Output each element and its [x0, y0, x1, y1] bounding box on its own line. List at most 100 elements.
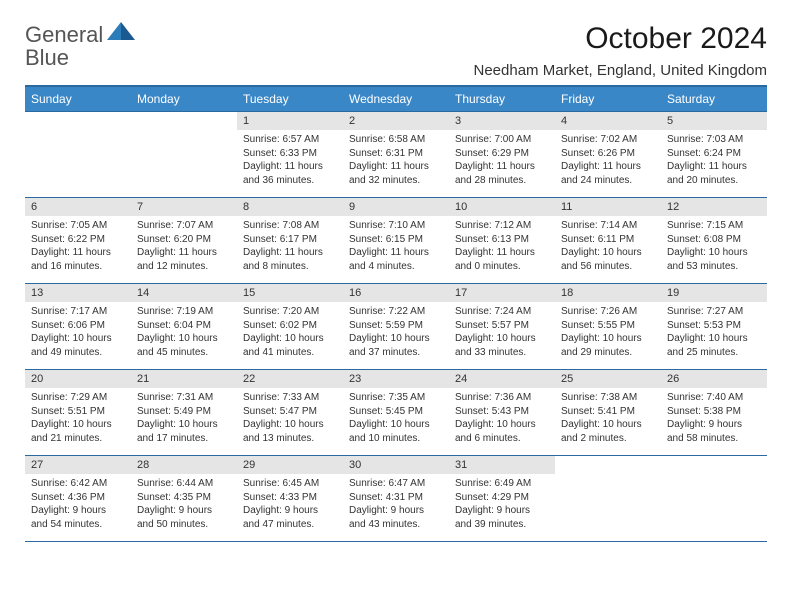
day-number: 30 — [343, 456, 449, 474]
day-number: 6 — [25, 198, 131, 216]
day-details: Sunrise: 7:22 AMSunset: 5:59 PMDaylight:… — [343, 302, 449, 359]
day-details: Sunrise: 7:40 AMSunset: 5:38 PMDaylight:… — [661, 388, 767, 445]
calendar-cell — [25, 112, 131, 198]
day-header: Friday — [555, 86, 661, 112]
calendar-cell: 13Sunrise: 7:17 AMSunset: 6:06 PMDayligh… — [25, 284, 131, 370]
day-header: Thursday — [449, 86, 555, 112]
day-details: Sunrise: 7:12 AMSunset: 6:13 PMDaylight:… — [449, 216, 555, 273]
day-details: Sunrise: 6:45 AMSunset: 4:33 PMDaylight:… — [237, 474, 343, 531]
logo-word2: Blue — [25, 45, 69, 70]
day-number: 1 — [237, 112, 343, 130]
day-number: 16 — [343, 284, 449, 302]
location-subtitle: Needham Market, England, United Kingdom — [474, 62, 768, 79]
day-number: 13 — [25, 284, 131, 302]
page-title: October 2024 — [474, 22, 768, 56]
day-header: Tuesday — [237, 86, 343, 112]
day-details: Sunrise: 6:44 AMSunset: 4:35 PMDaylight:… — [131, 474, 237, 531]
calendar-cell: 1Sunrise: 6:57 AMSunset: 6:33 PMDaylight… — [237, 112, 343, 198]
calendar-cell: 3Sunrise: 7:00 AMSunset: 6:29 PMDaylight… — [449, 112, 555, 198]
day-number: 5 — [661, 112, 767, 130]
day-number: 19 — [661, 284, 767, 302]
calendar-cell: 11Sunrise: 7:14 AMSunset: 6:11 PMDayligh… — [555, 198, 661, 284]
day-number: 23 — [343, 370, 449, 388]
day-details: Sunrise: 7:26 AMSunset: 5:55 PMDaylight:… — [555, 302, 661, 359]
day-details: Sunrise: 7:38 AMSunset: 5:41 PMDaylight:… — [555, 388, 661, 445]
day-details: Sunrise: 7:20 AMSunset: 6:02 PMDaylight:… — [237, 302, 343, 359]
day-details: Sunrise: 6:42 AMSunset: 4:36 PMDaylight:… — [25, 474, 131, 531]
calendar-cell: 26Sunrise: 7:40 AMSunset: 5:38 PMDayligh… — [661, 370, 767, 456]
day-number: 12 — [661, 198, 767, 216]
calendar-cell: 16Sunrise: 7:22 AMSunset: 5:59 PMDayligh… — [343, 284, 449, 370]
day-number: 26 — [661, 370, 767, 388]
day-number: 24 — [449, 370, 555, 388]
calendar-cell — [661, 456, 767, 542]
title-block: October 2024 Needham Market, England, Un… — [474, 22, 768, 79]
calendar-week: 27Sunrise: 6:42 AMSunset: 4:36 PMDayligh… — [25, 456, 767, 542]
calendar-table: SundayMondayTuesdayWednesdayThursdayFrid… — [25, 85, 767, 542]
day-details: Sunrise: 7:14 AMSunset: 6:11 PMDaylight:… — [555, 216, 661, 273]
day-number: 4 — [555, 112, 661, 130]
day-details: Sunrise: 7:10 AMSunset: 6:15 PMDaylight:… — [343, 216, 449, 273]
day-details: Sunrise: 7:27 AMSunset: 5:53 PMDaylight:… — [661, 302, 767, 359]
calendar-cell: 20Sunrise: 7:29 AMSunset: 5:51 PMDayligh… — [25, 370, 131, 456]
calendar-cell: 15Sunrise: 7:20 AMSunset: 6:02 PMDayligh… — [237, 284, 343, 370]
calendar-cell: 7Sunrise: 7:07 AMSunset: 6:20 PMDaylight… — [131, 198, 237, 284]
day-details: Sunrise: 7:35 AMSunset: 5:45 PMDaylight:… — [343, 388, 449, 445]
day-details: Sunrise: 7:36 AMSunset: 5:43 PMDaylight:… — [449, 388, 555, 445]
day-details: Sunrise: 7:07 AMSunset: 6:20 PMDaylight:… — [131, 216, 237, 273]
calendar-cell: 18Sunrise: 7:26 AMSunset: 5:55 PMDayligh… — [555, 284, 661, 370]
calendar-body: 1Sunrise: 6:57 AMSunset: 6:33 PMDaylight… — [25, 112, 767, 542]
calendar-cell: 19Sunrise: 7:27 AMSunset: 5:53 PMDayligh… — [661, 284, 767, 370]
day-header: Wednesday — [343, 86, 449, 112]
calendar-cell: 27Sunrise: 6:42 AMSunset: 4:36 PMDayligh… — [25, 456, 131, 542]
calendar-cell: 30Sunrise: 6:47 AMSunset: 4:31 PMDayligh… — [343, 456, 449, 542]
calendar-cell: 8Sunrise: 7:08 AMSunset: 6:17 PMDaylight… — [237, 198, 343, 284]
calendar-cell: 9Sunrise: 7:10 AMSunset: 6:15 PMDaylight… — [343, 198, 449, 284]
day-number: 15 — [237, 284, 343, 302]
day-number: 25 — [555, 370, 661, 388]
day-header: Saturday — [661, 86, 767, 112]
calendar-cell: 12Sunrise: 7:15 AMSunset: 6:08 PMDayligh… — [661, 198, 767, 284]
calendar-cell: 6Sunrise: 7:05 AMSunset: 6:22 PMDaylight… — [25, 198, 131, 284]
day-details: Sunrise: 7:19 AMSunset: 6:04 PMDaylight:… — [131, 302, 237, 359]
day-header: Monday — [131, 86, 237, 112]
calendar-cell: 22Sunrise: 7:33 AMSunset: 5:47 PMDayligh… — [237, 370, 343, 456]
day-number: 29 — [237, 456, 343, 474]
day-details: Sunrise: 6:58 AMSunset: 6:31 PMDaylight:… — [343, 130, 449, 187]
day-number: 2 — [343, 112, 449, 130]
calendar-cell: 31Sunrise: 6:49 AMSunset: 4:29 PMDayligh… — [449, 456, 555, 542]
day-number: 27 — [25, 456, 131, 474]
day-details: Sunrise: 7:29 AMSunset: 5:51 PMDaylight:… — [25, 388, 131, 445]
day-number: 10 — [449, 198, 555, 216]
day-details: Sunrise: 7:08 AMSunset: 6:17 PMDaylight:… — [237, 216, 343, 273]
day-details: Sunrise: 6:47 AMSunset: 4:31 PMDaylight:… — [343, 474, 449, 531]
day-details: Sunrise: 6:49 AMSunset: 4:29 PMDaylight:… — [449, 474, 555, 531]
calendar-week: 1Sunrise: 6:57 AMSunset: 6:33 PMDaylight… — [25, 112, 767, 198]
day-header: Sunday — [25, 86, 131, 112]
day-details: Sunrise: 7:02 AMSunset: 6:26 PMDaylight:… — [555, 130, 661, 187]
calendar-cell: 24Sunrise: 7:36 AMSunset: 5:43 PMDayligh… — [449, 370, 555, 456]
day-number: 7 — [131, 198, 237, 216]
logo: General Blue — [25, 22, 135, 70]
calendar-cell: 10Sunrise: 7:12 AMSunset: 6:13 PMDayligh… — [449, 198, 555, 284]
calendar-cell: 25Sunrise: 7:38 AMSunset: 5:41 PMDayligh… — [555, 370, 661, 456]
day-number: 9 — [343, 198, 449, 216]
day-details: Sunrise: 7:05 AMSunset: 6:22 PMDaylight:… — [25, 216, 131, 273]
calendar-cell: 23Sunrise: 7:35 AMSunset: 5:45 PMDayligh… — [343, 370, 449, 456]
day-number: 17 — [449, 284, 555, 302]
day-number: 18 — [555, 284, 661, 302]
day-details: Sunrise: 7:17 AMSunset: 6:06 PMDaylight:… — [25, 302, 131, 359]
logo-triangle-icon — [107, 22, 135, 40]
calendar-cell: 4Sunrise: 7:02 AMSunset: 6:26 PMDaylight… — [555, 112, 661, 198]
day-details: Sunrise: 7:31 AMSunset: 5:49 PMDaylight:… — [131, 388, 237, 445]
header: General Blue October 2024 Needham Market… — [25, 22, 767, 79]
calendar-week: 13Sunrise: 7:17 AMSunset: 6:06 PMDayligh… — [25, 284, 767, 370]
day-number: 28 — [131, 456, 237, 474]
day-details: Sunrise: 7:24 AMSunset: 5:57 PMDaylight:… — [449, 302, 555, 359]
calendar-cell: 2Sunrise: 6:58 AMSunset: 6:31 PMDaylight… — [343, 112, 449, 198]
calendar-page: General Blue October 2024 Needham Market… — [0, 0, 792, 542]
day-number: 11 — [555, 198, 661, 216]
day-number: 20 — [25, 370, 131, 388]
day-number: 8 — [237, 198, 343, 216]
calendar-cell — [555, 456, 661, 542]
